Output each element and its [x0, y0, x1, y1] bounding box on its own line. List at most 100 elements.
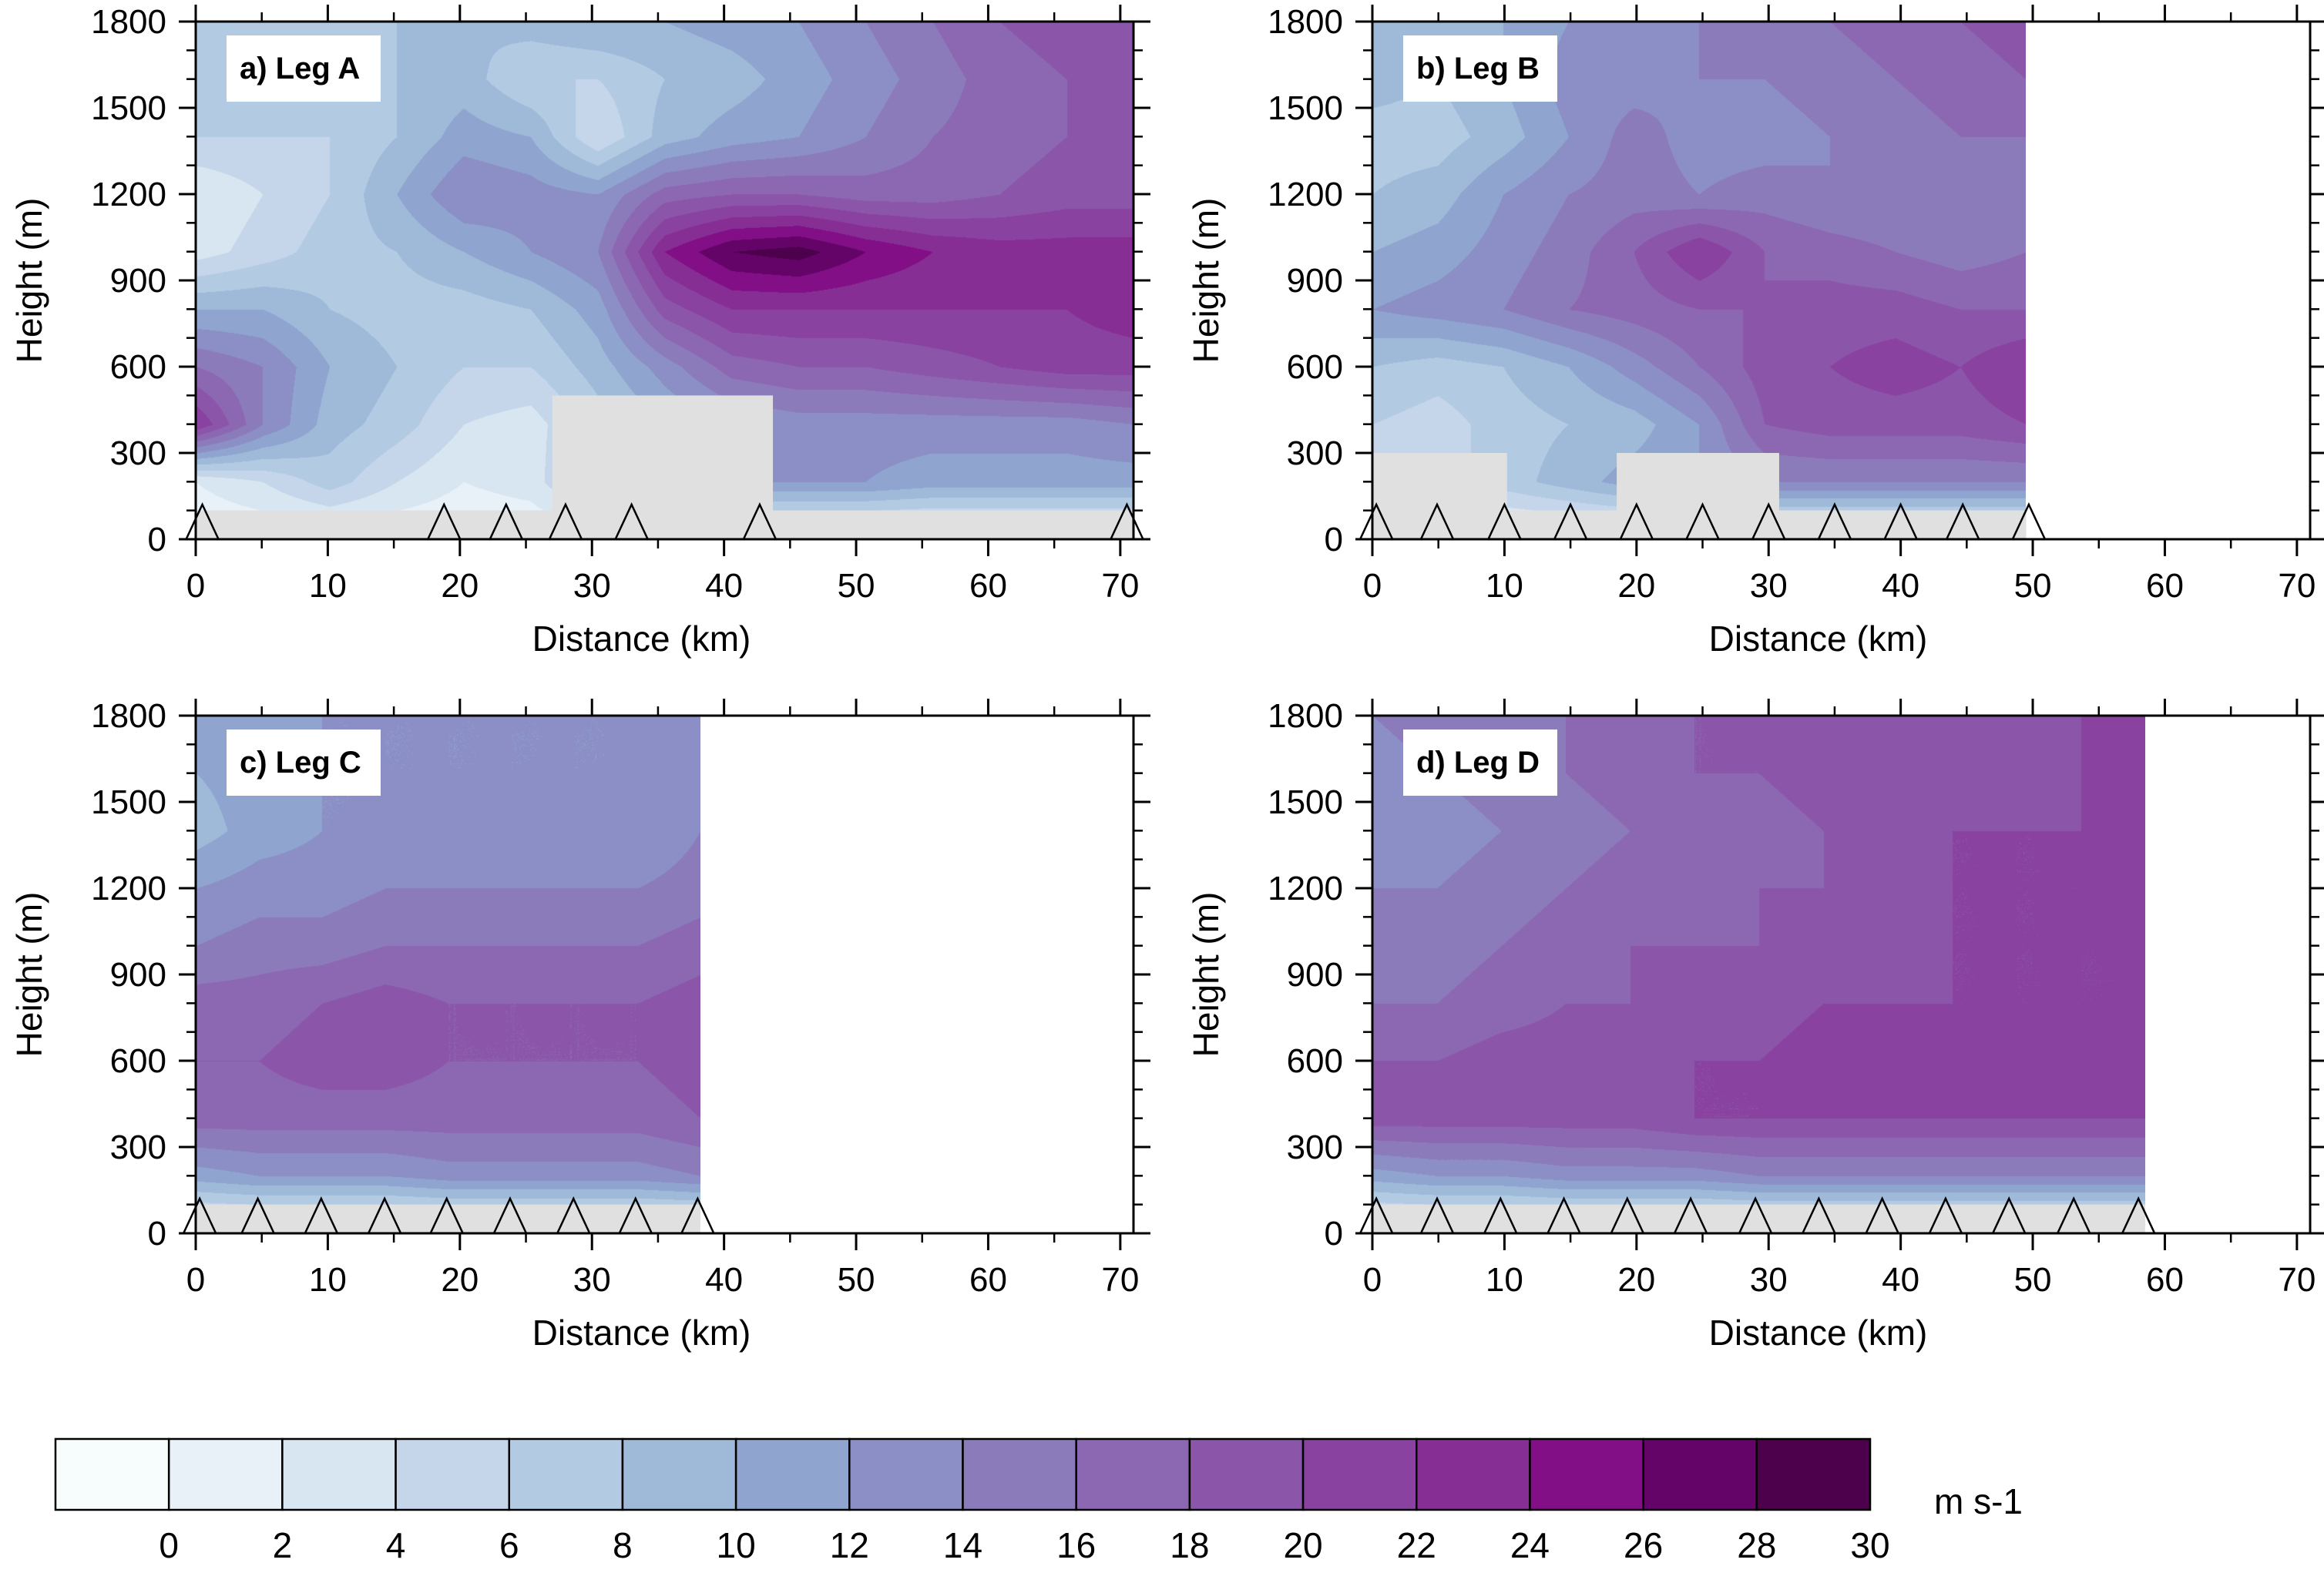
colorbar-tick-label: 14 [943, 1525, 982, 1565]
y-tick-label: 300 [1287, 1129, 1343, 1166]
y-tick-label: 1200 [91, 870, 166, 907]
x-tick-label: 70 [1101, 1261, 1139, 1299]
panel-leg-d: 0 10 20 30 40 50 60 70 0 300 600 900 1200 1500 1800 Dis… [1186, 697, 2324, 1353]
x-tick-label: 50 [838, 567, 875, 605]
y-tick-label: 1500 [1268, 89, 1343, 127]
colorbar-tick-label: 0 [159, 1525, 179, 1565]
panel-title-box [227, 35, 381, 102]
x-tick-label: 20 [1617, 567, 1655, 605]
x-tick-label: 70 [1101, 567, 1139, 605]
x-tick-label: 10 [309, 567, 347, 605]
x-tick-label: 40 [705, 567, 743, 605]
x-tick-label: 10 [1486, 1261, 1523, 1299]
colorbar-tick-label: 22 [1397, 1525, 1436, 1565]
y-tick-label: 600 [110, 1042, 166, 1080]
y-tick-label: 1200 [1268, 870, 1343, 907]
panel-title: c) Leg C [240, 746, 361, 780]
x-axis-label: Distance (km) [1709, 619, 1928, 659]
colorbar-swatch [54, 1437, 170, 1511]
colorbar-swatch [621, 1437, 737, 1511]
x-tick-label: 0 [1363, 567, 1382, 605]
colorbar-tick-label: 10 [717, 1525, 756, 1565]
x-tick-label: 50 [2014, 1261, 2052, 1299]
y-tick-label: 1200 [91, 176, 166, 213]
x-tick-label: 0 [1363, 1261, 1382, 1299]
x-tick-label: 10 [309, 1261, 347, 1299]
colorbar-swatch [734, 1437, 851, 1511]
y-tick-label: 1800 [1268, 3, 1343, 41]
x-tick-label: 60 [2146, 567, 2184, 605]
x-tick-label: 20 [441, 1261, 479, 1299]
colorbar-swatch [1416, 1437, 1531, 1511]
colorbar-swatch [1301, 1437, 1418, 1511]
colorbar-swatch [508, 1437, 624, 1511]
colorbar-swatch [1755, 1437, 1872, 1511]
y-axis-label: Height (m) [1186, 892, 1226, 1058]
colorbar-swatch [1642, 1437, 1758, 1511]
y-tick-label: 1800 [91, 3, 166, 41]
colorbar-tick-label: 2 [273, 1525, 293, 1565]
x-tick-label: 70 [2278, 567, 2316, 605]
y-axis-label: Height (m) [9, 892, 49, 1058]
panels: 0 10 20 30 40 50 60 700300600900120015001800Dis… [9, 3, 2324, 1353]
colorbar-tick-label: 30 [1850, 1525, 1889, 1565]
y-tick-label: 300 [1287, 434, 1343, 472]
y-tick-label: 1500 [91, 89, 166, 127]
y-tick-label: 600 [1287, 348, 1343, 386]
panel-title-box [227, 729, 381, 796]
panel-title: d) Leg D [1416, 746, 1540, 780]
x-tick-label: 60 [969, 1261, 1007, 1299]
y-tick-label: 900 [110, 262, 166, 300]
terrain [1372, 1204, 2145, 1233]
terrain [1372, 453, 2027, 539]
y-tick-label: 0 [148, 521, 166, 558]
y-tick-label: 600 [110, 348, 166, 386]
colorbar-tick-label: 18 [1170, 1525, 1209, 1565]
x-tick-label: 0 [186, 1261, 205, 1299]
y-tick-label: 0 [1325, 521, 1343, 558]
y-tick-label: 900 [1287, 956, 1343, 994]
colorbar-tick-label: 16 [1056, 1525, 1096, 1565]
y-axis-label: Height (m) [9, 198, 49, 364]
y-axis-label: Height (m) [1186, 198, 1226, 364]
colorbar-swatch [848, 1437, 964, 1511]
x-tick-label: 70 [2278, 1261, 2316, 1299]
x-tick-label: 50 [2014, 567, 2052, 605]
y-tick-label: 1800 [1268, 697, 1343, 735]
x-tick-label: 10 [1486, 567, 1523, 605]
x-tick-label: 60 [969, 567, 1007, 605]
colorbar-swatch [281, 1437, 397, 1511]
colorbar-swatch [395, 1437, 510, 1511]
x-tick-label: 20 [1617, 1261, 1655, 1299]
colorbar-swatch [1529, 1437, 1644, 1511]
x-tick-label: 30 [573, 567, 611, 605]
x-axis-label: Distance (km) [532, 619, 751, 659]
colorbar-tick-label: 6 [499, 1525, 519, 1565]
colorbar-tick-label: 28 [1737, 1525, 1776, 1565]
x-tick-label: 40 [705, 1261, 743, 1299]
colorbar-swatch [1075, 1437, 1191, 1511]
y-tick-label: 1500 [1268, 783, 1343, 821]
y-tick-label: 0 [1325, 1215, 1343, 1253]
y-tick-label: 1200 [1268, 176, 1343, 213]
y-tick-label: 600 [1287, 1042, 1343, 1080]
panel-title: a) Leg A [240, 52, 360, 86]
terrain [196, 1204, 700, 1233]
panel-title-box [1403, 729, 1557, 796]
y-tick-label: 300 [110, 434, 166, 472]
panel-leg-a: 0 10 20 30 40 50 60 70 0 300 600 900 1200 1500 1800 Dis… [9, 3, 1150, 659]
x-tick-label: 30 [1750, 1261, 1788, 1299]
colorbar-swatch [167, 1437, 284, 1511]
y-tick-label: 900 [1287, 262, 1343, 300]
colorbar-tick-label: 4 [386, 1525, 406, 1565]
wind-speed-field [196, 716, 700, 1233]
y-tick-label: 1500 [91, 783, 166, 821]
x-tick-label: 30 [1750, 567, 1788, 605]
colorbar-tick-label: 24 [1510, 1525, 1550, 1565]
colorbar-tick-label: 26 [1624, 1525, 1663, 1565]
colorbar-unit-label: m s-1 [1934, 1481, 2023, 1521]
colorbar-swatch [1188, 1437, 1305, 1511]
x-tick-label: 40 [1882, 567, 1919, 605]
